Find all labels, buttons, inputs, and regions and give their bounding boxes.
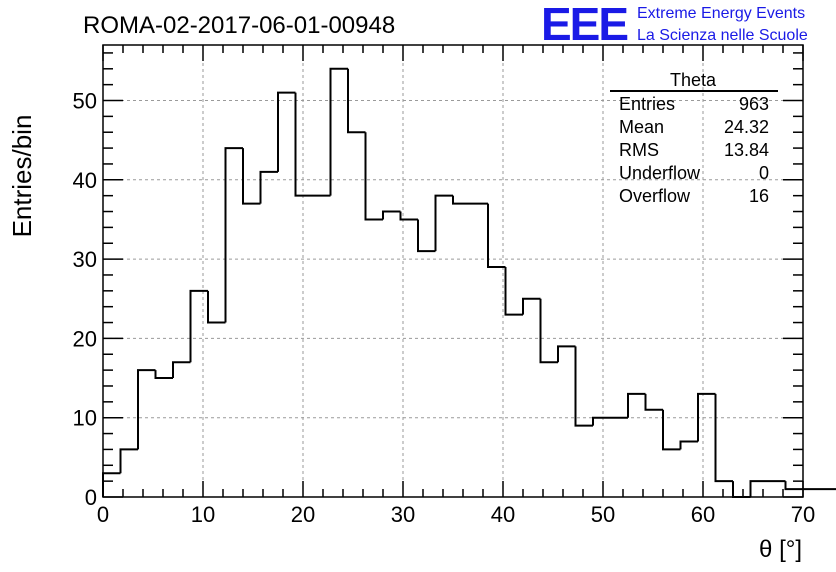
histogram-bin — [434, 194, 453, 252]
histogram-bin — [364, 132, 383, 221]
histogram-bin — [679, 440, 698, 450]
stats-row-overflow: Overflow 16 — [619, 186, 769, 206]
histogram-bin — [329, 67, 348, 196]
x-tick-label: 70 — [791, 502, 815, 527]
histogram-bin — [347, 68, 366, 134]
histogram-bin — [487, 203, 506, 269]
y-tick-label: 40 — [73, 168, 97, 193]
histogram-bin — [749, 480, 768, 497]
plot-frame — [102, 44, 804, 498]
histogram-bin — [172, 361, 191, 379]
x-tick-label: 40 — [491, 502, 515, 527]
histogram-bin — [504, 267, 523, 316]
stats-label: RMS — [619, 140, 659, 160]
histogram-bin — [732, 481, 751, 498]
histogram-bin — [137, 369, 156, 450]
eee-logo: EEE Extreme Energy Events La Scienza nel… — [541, 0, 808, 50]
x-tick-label: 20 — [291, 502, 315, 527]
histogram-bin — [539, 298, 558, 364]
stats-value: 0 — [759, 163, 769, 183]
logo-line-2: La Scienza nelle Scuole — [637, 27, 808, 44]
histogram-bin — [644, 393, 663, 411]
histogram-bin — [119, 448, 138, 474]
stats-title: Theta — [670, 70, 717, 90]
stats-row-rms: RMS 13.84 — [619, 140, 769, 160]
histogram-bin — [154, 370, 173, 380]
y-tick-label: 50 — [73, 89, 97, 114]
x-axis-label: θ [°] — [759, 536, 802, 563]
stats-row-entries: Entries 963 — [619, 94, 769, 114]
histogram-bin — [574, 346, 593, 427]
stats-value: 16 — [749, 186, 769, 206]
stats-value: 963 — [739, 94, 769, 114]
y-tick-label: 20 — [73, 326, 97, 351]
histogram-bin — [557, 345, 576, 363]
histogram-bin — [697, 392, 716, 442]
x-tick-label: 50 — [591, 502, 615, 527]
stats-label: Mean — [619, 117, 664, 137]
histogram-bin — [242, 148, 261, 205]
histogram-bin — [417, 219, 436, 253]
chart-title: ROMA-02-2017-06-01-00948 — [83, 12, 395, 39]
x-tick-label: 30 — [391, 502, 415, 527]
y-tick-label: 10 — [73, 406, 97, 431]
histogram-bin — [277, 91, 296, 172]
histogram-bin — [189, 289, 208, 363]
y-axis-label: Entries/bin — [7, 115, 37, 238]
stats-label: Entries — [619, 94, 675, 114]
axes: 0 10 20 30 40 50 60 70 0 10 20 30 40 50 — [73, 44, 815, 527]
y-tick-label: 0 — [85, 485, 97, 510]
histogram-bin — [224, 147, 243, 323]
histogram-bin — [102, 472, 121, 497]
logo-mark: EEE — [541, 0, 627, 50]
stats-label: Overflow — [619, 186, 691, 206]
logo-line-1: Extreme Energy Events — [637, 5, 805, 22]
histogram-bin — [627, 392, 646, 418]
histogram-bin — [784, 481, 803, 491]
histogram-bin — [259, 170, 278, 204]
stats-label: Underflow — [619, 163, 701, 183]
stats-value: 24.32 — [724, 117, 769, 137]
histogram-bin — [662, 409, 681, 451]
histogram-bin — [592, 416, 611, 426]
histogram-bin — [522, 297, 541, 315]
grid-lines — [103, 45, 803, 497]
stats-row-underflow: Underflow 0 — [619, 163, 769, 183]
histogram-bin — [714, 393, 733, 483]
stats-box: Theta Entries 963 Mean 24.32 RMS 13.84 U… — [610, 70, 778, 206]
histogram-bin — [294, 92, 313, 197]
x-tick-label: 10 — [191, 502, 215, 527]
histogram-bin — [452, 195, 471, 205]
y-tick-label: 30 — [73, 247, 97, 272]
x-tick-label: 0 — [97, 502, 109, 527]
histogram-bin — [382, 210, 401, 220]
histogram-bin — [399, 211, 418, 221]
stats-value: 13.84 — [724, 140, 769, 160]
histogram-bin — [207, 290, 226, 324]
stats-row-mean: Mean 24.32 — [619, 117, 769, 137]
x-tick-label: 60 — [691, 502, 715, 527]
